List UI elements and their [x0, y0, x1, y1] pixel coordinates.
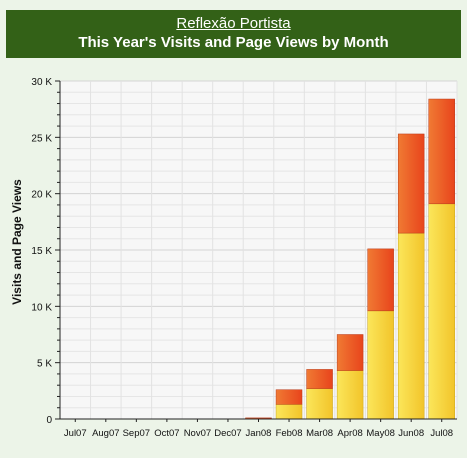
bar-pageviews [429, 99, 455, 204]
bar-visits [368, 311, 394, 419]
bar-pageviews [276, 390, 302, 405]
x-tick-label: Dec07 [214, 428, 241, 439]
y-tick-label: 25 K [31, 133, 52, 144]
x-tick-label: May08 [366, 428, 395, 439]
x-tick-label: Oct07 [154, 428, 179, 439]
x-tick-label: Aug07 [92, 428, 119, 439]
x-tick-label: Jul07 [64, 428, 87, 439]
x-tick-label: Mar08 [306, 428, 333, 439]
bar-visits [429, 204, 455, 419]
x-tick-label: Nov07 [184, 428, 211, 439]
y-tick-label: 30 K [31, 77, 52, 88]
y-tick-label: 15 K [31, 246, 52, 257]
bar-visits [337, 371, 363, 419]
y-axis-label: Visits and Page Views [10, 179, 24, 305]
grid-lines [60, 81, 457, 419]
bar-pageviews [337, 335, 363, 371]
bar-pageviews [307, 369, 333, 388]
bar-visits [307, 389, 333, 419]
y-tick-label: 5 K [37, 359, 52, 370]
x-tick-label: Apr08 [337, 428, 362, 439]
x-tick-label: Jan08 [246, 428, 272, 439]
y-tick-label: 10 K [31, 302, 52, 313]
bar-pageviews [398, 134, 424, 233]
x-tick-label: Jul08 [430, 428, 453, 439]
bar-visits [276, 404, 302, 419]
bar-pageviews [368, 249, 394, 311]
y-tick-label: 20 K [31, 190, 52, 201]
x-tick-label: Sep07 [123, 428, 150, 439]
y-tick-label: 0 [46, 415, 52, 426]
x-tick-label: Jun08 [398, 428, 424, 439]
x-tick-label: Feb08 [276, 428, 303, 439]
bar-visits [398, 233, 424, 419]
